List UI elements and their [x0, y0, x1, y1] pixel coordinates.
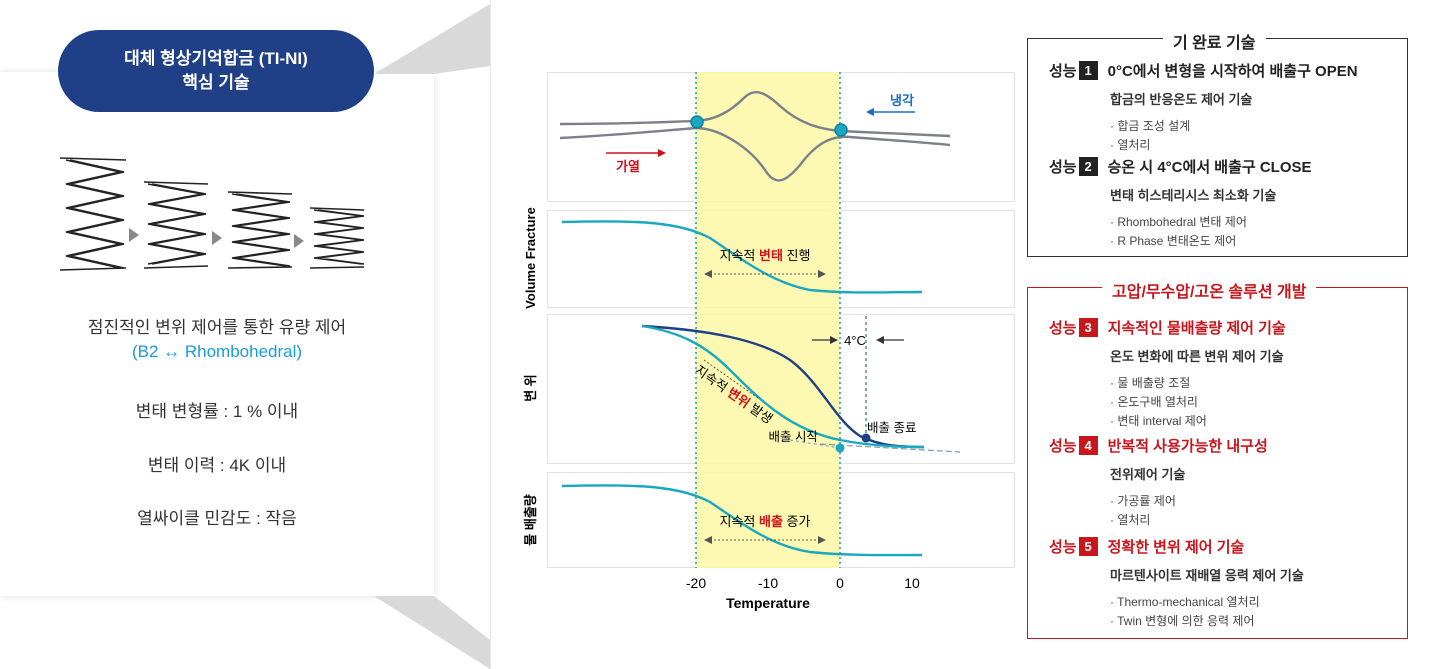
- description-line-2: (B2 ↔ Rhombohedral): [131, 342, 303, 361]
- arrow-head-icon: [876, 336, 884, 344]
- arrow-icon: [129, 228, 139, 242]
- water-output-curve: [561, 484, 923, 557]
- start-marker: [835, 443, 845, 453]
- displacement-cooling-curve: [641, 324, 925, 449]
- disp-range-arrow: [703, 359, 759, 399]
- arrow-head-icon: [818, 270, 826, 278]
- item-number-badge: 5: [1078, 537, 1098, 556]
- y-label-displacement: 변 위: [523, 374, 538, 402]
- item-subtitle: 전위제어 기술: [1110, 467, 1186, 482]
- dsc-marker: [690, 115, 704, 129]
- chart-overlay: 냉각 가열 지속적 변태 진행 4°C 배출 종료 배출 시작 지속적 변위 발…: [523, 72, 961, 611]
- development-item-4: 성능 4 반복적 사용가능한 내구성 전위제어 기술 · 가공률 제어 · 열처리: [1049, 435, 1268, 530]
- item-subtitle: 변태 히스테리시스 최소화 기술: [1110, 188, 1277, 203]
- spec-thermal-cycle: 열싸이클 민감도 : 작음: [137, 509, 297, 528]
- item-bullet: · 열처리: [1110, 138, 1151, 152]
- development-item-3: 성능 3 지속적인 물배출량 제어 기술 온도 변화에 따른 변위 제어 기술 · …: [1049, 317, 1286, 431]
- item-bullet: · 가공률 제어: [1110, 494, 1176, 508]
- arrow-head-icon: [830, 336, 838, 344]
- title-pill: 대체 형상기억합금 (TI-NI) 핵심 기술: [58, 30, 374, 112]
- development-title: 고압/무수압/고온 솔루션 개발: [1102, 278, 1317, 302]
- item-bullet: · 물 배출량 조절: [1110, 376, 1191, 390]
- item-subtitle: 마르텐사이트 재배열 응력 제어 기술: [1110, 568, 1304, 583]
- volume-fraction-curve: [561, 220, 923, 294]
- description-line-1: 점진적인 변위 제어를 통한 유량 제어: [87, 318, 347, 337]
- item-head: 성능 5 정확한 변위 제어 기술: [1049, 537, 1245, 556]
- arrow-icon: [212, 231, 222, 245]
- item-number-badge: 2: [1078, 157, 1098, 176]
- arrow-head-icon: [866, 108, 874, 116]
- spring-1: [59, 157, 127, 271]
- arrow-head-icon: [658, 149, 666, 157]
- end-marker: [861, 433, 871, 443]
- spec-strain: 변태 변형률 : 1 % 이내: [135, 402, 299, 421]
- spring-2: [143, 181, 209, 269]
- dsc-marker: [834, 123, 848, 137]
- heating-curve: [559, 126, 951, 182]
- item-subtitle: 합금의 반응온도 제어 기술: [1110, 92, 1253, 107]
- start-guide: [789, 439, 841, 449]
- item-number-badge: 3: [1078, 318, 1098, 337]
- item-bullet: · 열처리: [1110, 513, 1151, 527]
- x-axis-label: Temperature: [726, 595, 810, 611]
- spring-3: [227, 191, 293, 269]
- heating-label: 가열: [616, 159, 640, 174]
- item-bullet: · Twin 변형에 의한 응력 제어: [1110, 614, 1255, 628]
- x-tick: 0: [836, 575, 844, 591]
- wo-annotation: 지속적 배출 증가: [720, 514, 811, 529]
- item-bullet: · Rhombohedral 변태 제어: [1110, 215, 1247, 229]
- displacement-heating-curve: [641, 324, 925, 449]
- completed-item-2: 성능 2 승온 시 4°C에서 배출구 CLOSE 변태 히스테리시스 최소화 기술…: [1049, 156, 1312, 251]
- cooling-label: 냉각: [890, 93, 914, 108]
- item-head: 성능 4 반복적 사용가능한 내구성: [1049, 436, 1268, 455]
- item-bullet: · 합금 조성 설계: [1110, 119, 1191, 133]
- arrow-head-icon: [704, 270, 712, 278]
- spec-hysteresis: 변태 이력 : 4K 이내: [147, 456, 287, 475]
- x-tick: -20: [686, 575, 706, 591]
- y-label-volume-fraction: Volume Fracture: [523, 207, 538, 309]
- completed-item-1: 성능 1 0°C에서 변형을 시작하여 배출구 OPEN 합금의 반응온도 제어 기…: [1049, 60, 1358, 155]
- start-label: 배출 시작: [769, 430, 819, 444]
- y-label-water-output: 물 배출량: [523, 494, 538, 545]
- cooling-curve: [559, 91, 951, 138]
- item-head: 성능 3 지속적인 물배출량 제어 기술: [1049, 318, 1286, 337]
- item-head: 성능 2 승온 시 4°C에서 배출구 CLOSE: [1049, 157, 1312, 176]
- item-number-badge: 4: [1078, 436, 1098, 455]
- item-bullet: · Thermo-mechanical 열처리: [1110, 595, 1260, 609]
- item-bullet: · R Phase 변태온도 제어: [1110, 234, 1237, 248]
- title-line-2: 핵심 기술: [182, 73, 250, 92]
- item-bullet: · 변태 interval 제어: [1110, 414, 1207, 428]
- delta-label: 4°C: [844, 333, 866, 348]
- x-tick: 10: [904, 575, 920, 591]
- end-label: 배출 종료: [867, 421, 916, 435]
- springs-illustration: [59, 157, 365, 271]
- arrow-head-icon: [704, 536, 712, 544]
- spring-4: [309, 207, 365, 269]
- development-item-5: 성능 5 정확한 변위 제어 기술 마르텐사이트 재배열 응력 제어 기술 · Th…: [1049, 536, 1304, 631]
- item-number-badge: 1: [1078, 61, 1098, 80]
- vf-annotation: 지속적 변태 진행: [720, 248, 811, 263]
- connector-shadow: [374, 4, 490, 669]
- title-line-1: 대체 형상기억합금 (TI-NI): [124, 49, 308, 68]
- completed-tech-title: 기 완료 기술: [1163, 29, 1266, 53]
- arrow-icon: [294, 234, 304, 248]
- item-bullet: · 온도구배 열처리: [1110, 395, 1198, 409]
- item-head: 성능 1 0°C에서 변형을 시작하여 배출구 OPEN: [1049, 61, 1358, 80]
- left-card: [0, 72, 434, 596]
- x-tick: -10: [758, 575, 778, 591]
- arrow-head-icon: [818, 536, 826, 544]
- item-subtitle: 온도 변화에 따른 변위 제어 기술: [1110, 349, 1284, 364]
- transition-band: [696, 72, 840, 568]
